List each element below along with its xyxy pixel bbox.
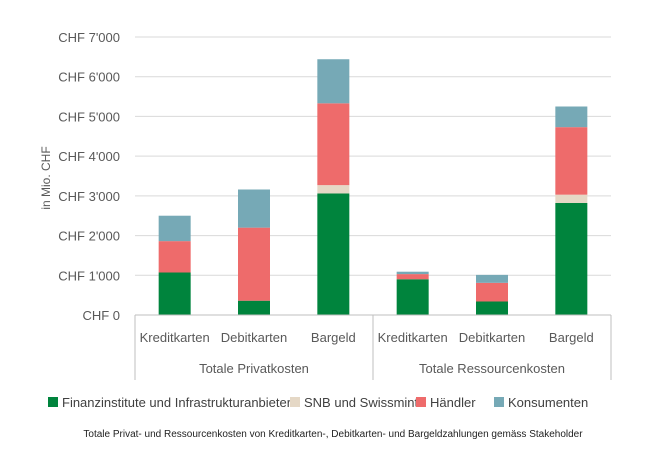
bar-segment [158,215,191,242]
bar-segment [317,59,350,104]
x-axis: Kreditkarten Debitkarten Bargeld Kreditkart… [134,314,612,380]
bar-segment [317,103,350,186]
x-tick-label: Bargeld [549,330,594,345]
legend-swatch [48,397,58,407]
y-tick-label: CHF 5'000 [58,109,120,124]
legend-label: SNB und Swissmint [304,395,419,410]
bar-segment [317,193,350,315]
y-tick-label: CHF 3'000 [58,189,120,204]
legend-label: Konsumenten [508,395,588,410]
bar-segment [238,189,270,228]
legend-label: Finanzinstitute und Infrastrukturanbiete… [62,395,292,410]
bars [158,59,588,315]
bar-segment [396,274,429,280]
y-tick-label: CHF 6'000 [58,70,120,85]
x-tick-label: Kreditkarten [378,330,448,345]
bar-segment [476,282,508,302]
bar-segment [317,185,350,194]
x-tick-label: Kreditkarten [140,330,210,345]
bar-segment [555,194,588,204]
chart-caption: Totale Privat- und Ressourcenkosten von … [83,429,583,440]
bar-segment [476,274,508,283]
x-tick-label: Debitkarten [221,330,287,345]
y-tick-label: CHF 4'000 [58,149,120,164]
group-label: Totale Privatkosten [199,361,309,376]
bar-segment [555,203,588,315]
y-axis-label: in Mio. CHF [39,146,53,209]
bar-segment [238,227,270,301]
legend-swatch [290,397,300,407]
bar-segment [158,241,191,273]
legend-label: Händler [430,395,476,410]
bar-segment [396,279,429,315]
x-tick-label: Bargeld [311,330,356,345]
y-axis-ticks: CHF 0 CHF 1'000 CHF 2'000 CHF 3'000 CHF 4'00… [58,30,120,323]
bar-segment [238,300,270,315]
bar-segment [555,127,588,195]
bar-segment [158,272,191,315]
legend: Finanzinstitute und Infrastrukturanbiete… [48,395,588,410]
y-tick-label: CHF 2'000 [58,229,120,244]
legend-swatch [494,397,504,407]
x-tick-label: Debitkarten [459,330,525,345]
legend-swatch [416,397,426,407]
y-tick-label: CHF 7'000 [58,30,120,45]
y-tick-label: CHF 1'000 [58,268,120,283]
y-tick-label: CHF 0 [82,308,120,323]
group-label: Totale Ressourcenkosten [419,361,565,376]
gridlines [135,36,611,276]
bar-segment [476,301,508,315]
bar-segment [396,271,429,275]
bar-segment [555,106,588,128]
